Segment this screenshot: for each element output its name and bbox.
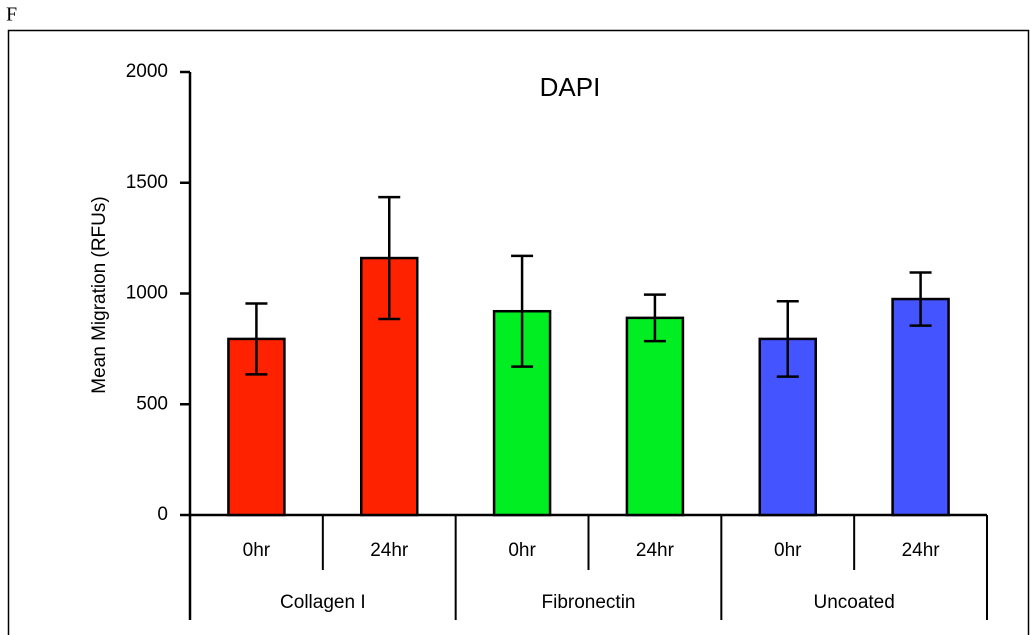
bar bbox=[625, 316, 685, 517]
x-tick-label: 24hr bbox=[636, 540, 675, 561]
y-tick-label: 500 bbox=[136, 393, 168, 414]
y-axis-label: Mean Migration (RFUs) bbox=[89, 196, 110, 393]
panel-label: F bbox=[6, 4, 17, 26]
x-tick-label: 0hr bbox=[243, 540, 271, 561]
group-label: Fibronectin bbox=[542, 592, 636, 613]
y-tick-label: 1500 bbox=[126, 172, 168, 193]
x-tick-label: 0hr bbox=[508, 540, 536, 561]
y-tick-label: 1000 bbox=[126, 283, 168, 304]
y-tick-label: 2000 bbox=[126, 61, 168, 82]
bar bbox=[891, 297, 950, 517]
x-tick-label: 0hr bbox=[774, 540, 802, 561]
x-tick-label: 24hr bbox=[902, 540, 941, 561]
group-label: Uncoated bbox=[813, 592, 894, 613]
group-label: Collagen I bbox=[280, 592, 366, 613]
y-tick-label: 0 bbox=[157, 504, 168, 525]
x-tick-label: 24hr bbox=[370, 540, 409, 561]
chart-title: DAPI bbox=[540, 72, 601, 102]
frame bbox=[7, 29, 1030, 635]
